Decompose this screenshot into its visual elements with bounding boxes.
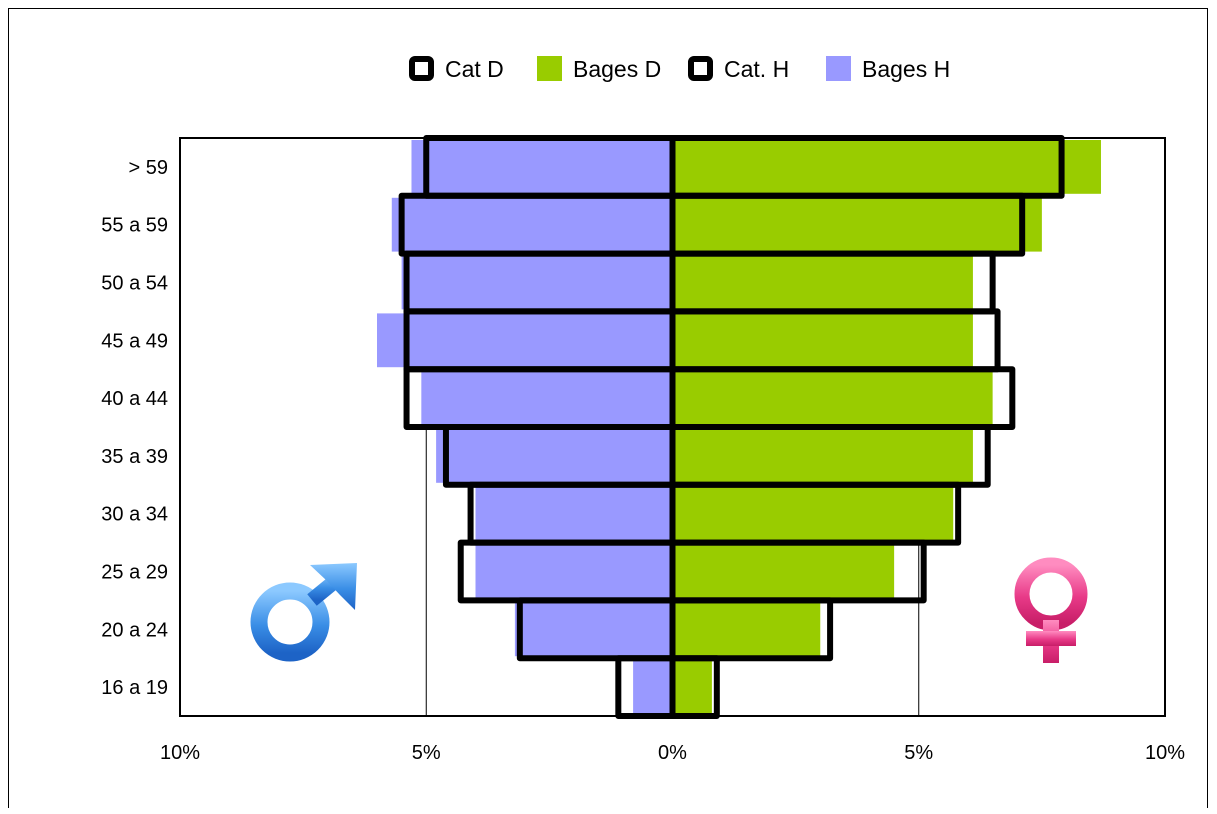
- axes: [179, 137, 1166, 717]
- legend-label: Bages D: [573, 56, 661, 82]
- bar-bages-h: [401, 255, 673, 310]
- bar-bages-d: [672, 660, 712, 714]
- legend-swatch: [688, 56, 713, 81]
- bar-bages-d: [672, 429, 973, 483]
- category-label: 25 a 29: [101, 562, 168, 584]
- bar-bages-h: [475, 486, 673, 541]
- bar-bages-d: [672, 255, 973, 310]
- legend: Cat D Bages D Cat. H Bages H: [409, 56, 950, 82]
- chart-frame: [8, 8, 1208, 808]
- mars-icon: [250, 563, 357, 662]
- bar-bages-d: [672, 140, 1101, 194]
- legend-label: Bages H: [862, 56, 950, 82]
- category-label: 55 a 59: [101, 215, 168, 237]
- bar-bages-h: [391, 197, 673, 252]
- bar-bages-h: [514, 602, 673, 657]
- legend-label: Cat. H: [724, 56, 789, 82]
- bar-bages-d: [672, 544, 895, 599]
- bar-bages-d: [672, 313, 973, 368]
- bar-bages-h: [633, 660, 673, 714]
- category-labels: 16 a 19 20 a 24 25 a 29 30 a 34 35 a 39 40 a …: [101, 157, 168, 699]
- category-label: > 59: [129, 157, 168, 179]
- x-tick-label: 10%: [160, 742, 200, 764]
- category-label: 20 a 24: [101, 619, 168, 641]
- x-tick-label: 0%: [658, 742, 687, 764]
- legend-swatch: [826, 56, 851, 81]
- bar-bages-d: [672, 371, 993, 425]
- category-label: 50 a 54: [101, 273, 168, 295]
- bar-bages-h: [436, 429, 673, 483]
- bar-bages-h: [475, 544, 673, 599]
- category-label: 35 a 39: [101, 446, 168, 468]
- x-tick-label: 5%: [412, 742, 441, 764]
- legend-swatch: [409, 56, 434, 81]
- bar-bages-d: [672, 486, 954, 541]
- bar-bages-d: [672, 197, 1042, 252]
- bar-bages-d: [672, 602, 821, 657]
- venus-icon: [1014, 557, 1088, 663]
- legend-label: Cat D: [445, 56, 504, 82]
- x-tick-label: 5%: [904, 742, 933, 764]
- category-label: 30 a 34: [101, 504, 168, 526]
- category-label: 45 a 49: [101, 330, 168, 352]
- bar-bages-h: [421, 371, 673, 425]
- x-tick-labels: 10% 5% 0% 5% 10%: [160, 742, 1185, 764]
- bar-bages-h: [377, 313, 673, 368]
- x-tick-label: 10%: [1145, 742, 1185, 764]
- legend-swatch: [537, 56, 562, 81]
- filled-bars: [377, 140, 1101, 714]
- category-label: 16 a 19: [101, 677, 168, 699]
- category-label: 40 a 44: [101, 388, 168, 410]
- bar-bages-h: [411, 140, 673, 194]
